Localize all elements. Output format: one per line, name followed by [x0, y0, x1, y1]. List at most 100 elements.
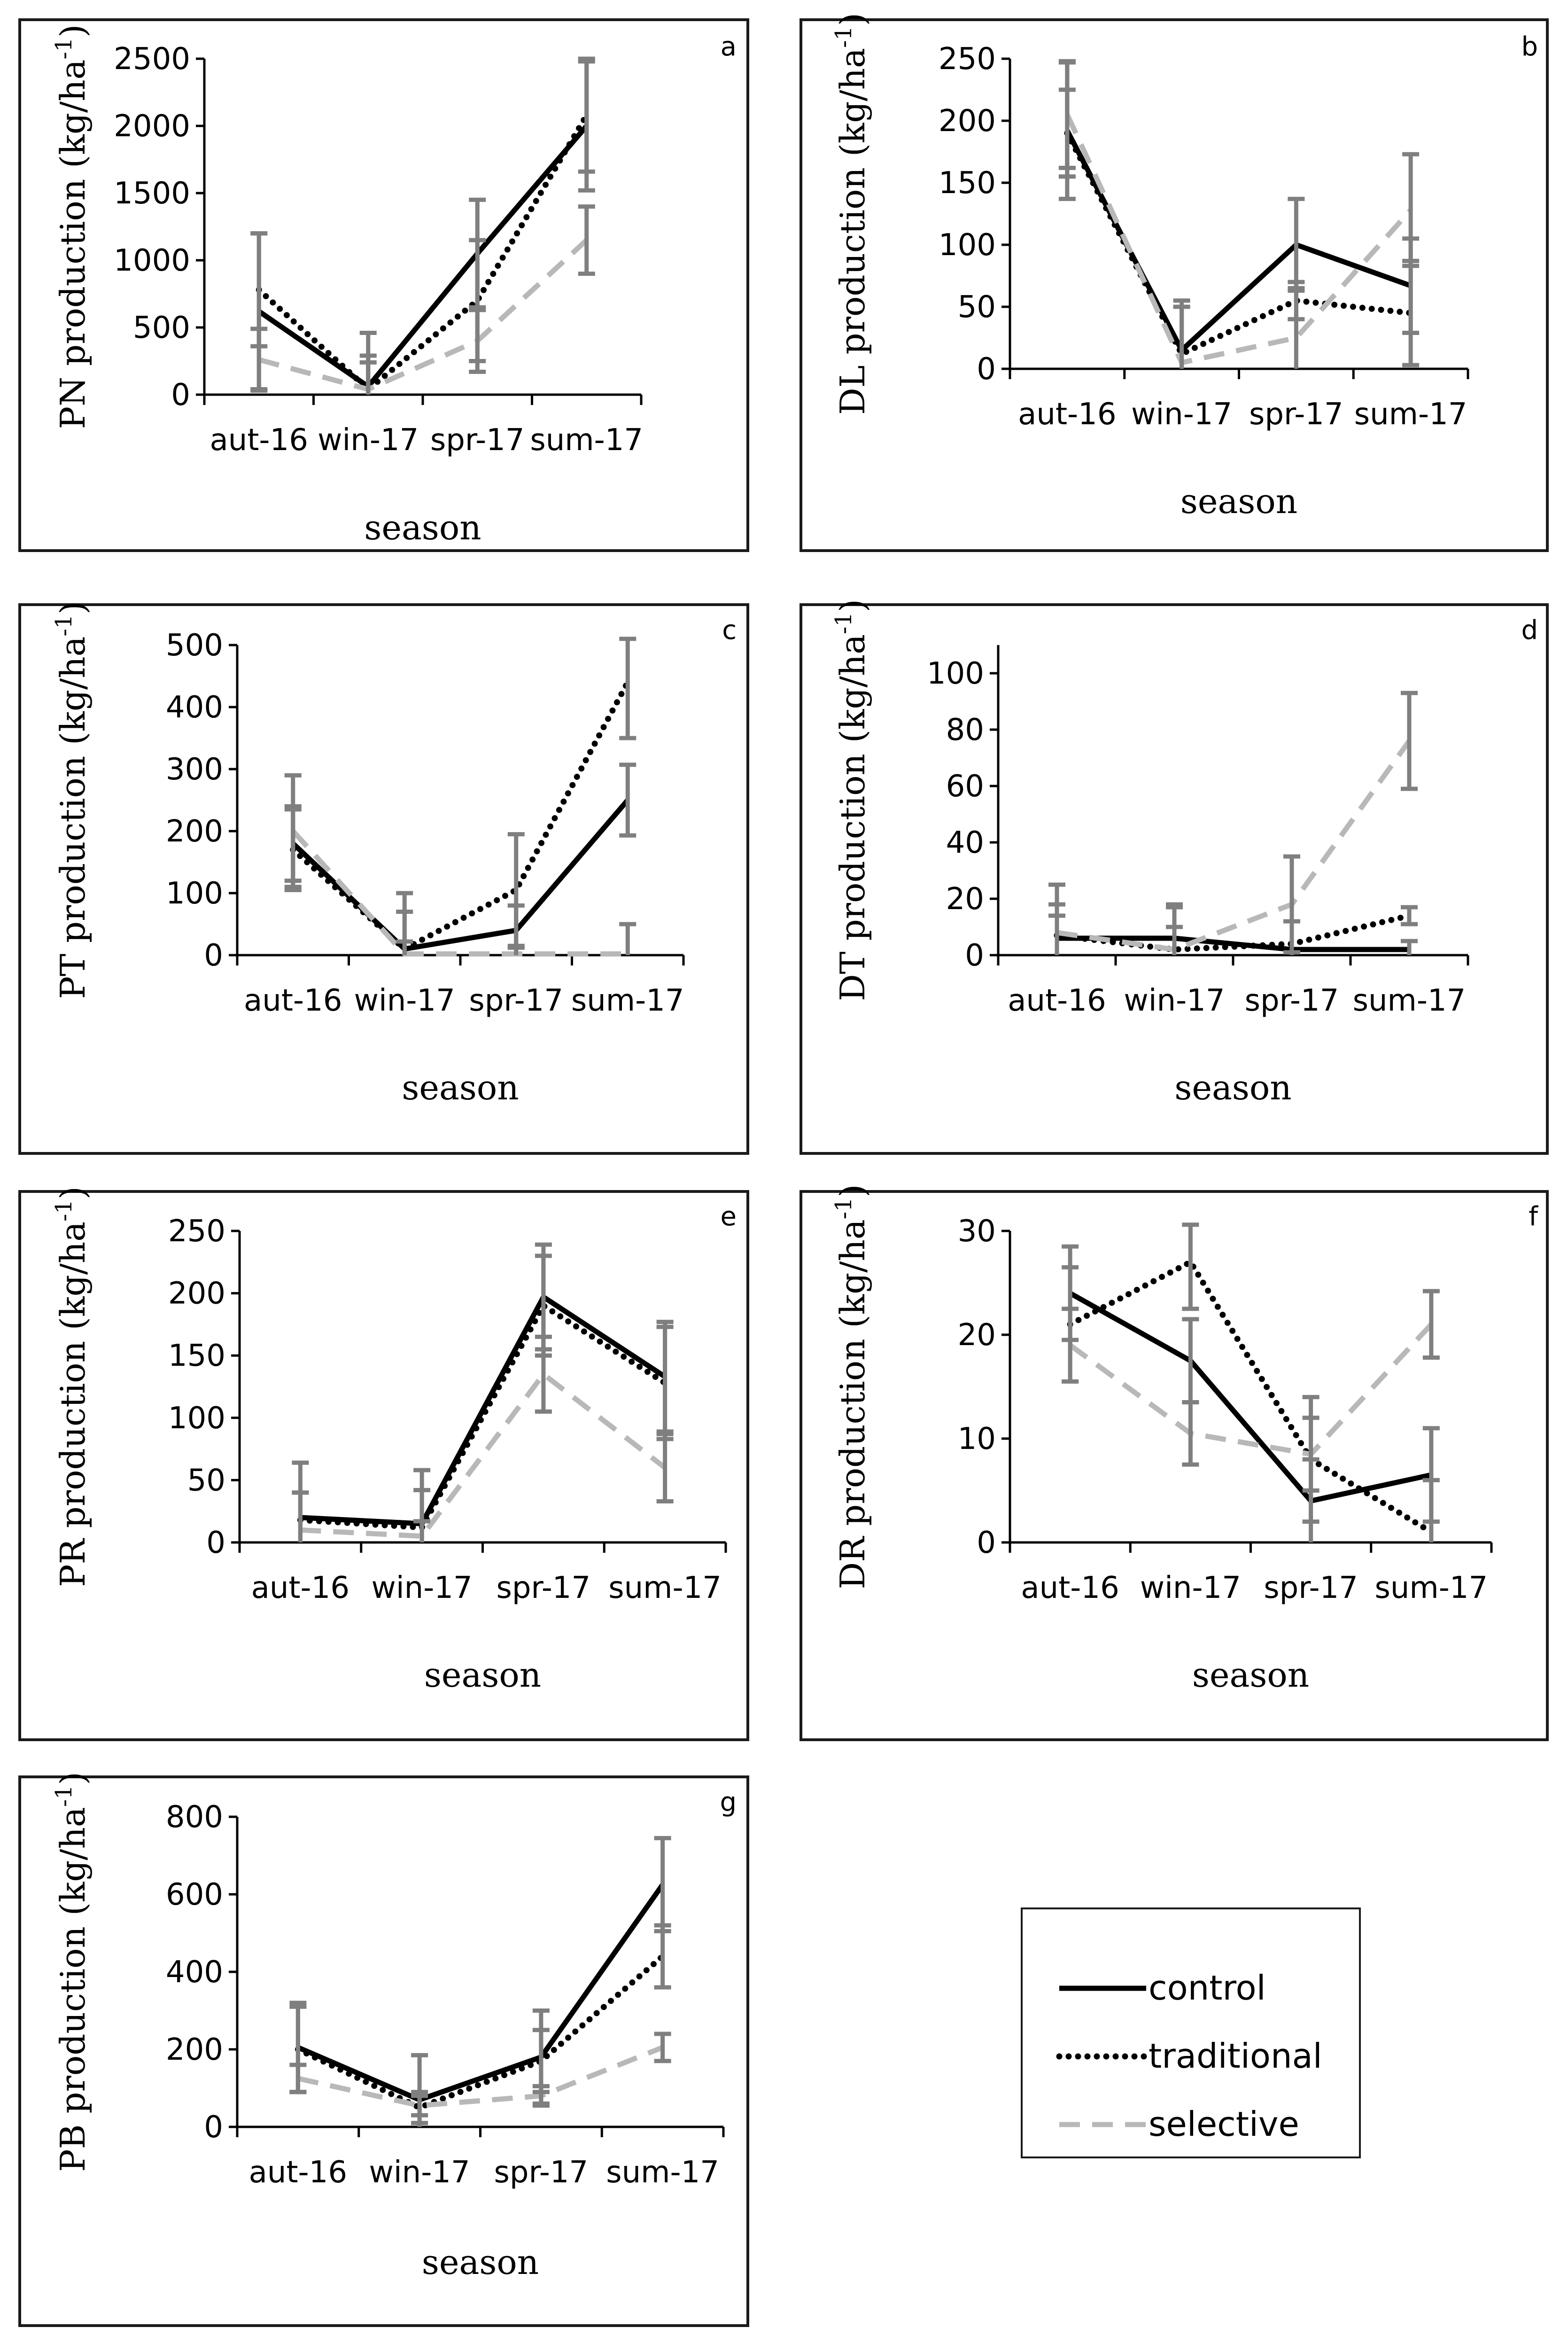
y-axis-title: PR production (kg/ha-1): [51, 1186, 93, 1587]
panel-f: 0 10 20 30 aut-16 win-17 spr-17 sum-17 season DR …: [800, 1184, 1549, 1741]
y-tick-label: 0: [977, 352, 996, 387]
panel-frame: [800, 1190, 1549, 1741]
x-tick-label: spr-17: [1245, 983, 1339, 1018]
y-tick-label: 100: [939, 228, 996, 263]
panel-frame: [18, 603, 749, 1155]
y-tick-label: 400: [166, 690, 223, 725]
panel-letter: f: [1529, 1201, 1538, 1232]
y-tick-label: 80: [946, 713, 984, 747]
panel-e: 0 50 100 150 200 250 aut-16 win-17 spr-17 sum-17 s…: [18, 1186, 749, 1741]
panel-b: 0 50 100 150 200 250 aut-16 win-17 spr-17 sum-17 s…: [800, 13, 1549, 552]
panel-letter: g: [720, 1787, 737, 1818]
y-axis-title: PT production (kg/ha-1): [51, 601, 93, 999]
y-tick-label: 0: [206, 1526, 225, 1560]
error-bar-control: [619, 763, 637, 838]
error-bar-selective: [535, 1334, 552, 1414]
y-tick-label: 500: [133, 311, 190, 345]
y-axis-title: DT production (kg/ha-1): [831, 599, 872, 1001]
error-bar-selective: [656, 1432, 674, 1503]
x-tick-label: sum-17: [571, 983, 684, 1018]
error-bar-selective: [578, 204, 595, 276]
error-bar-selective: [1182, 1400, 1199, 1467]
y-axis-title-close: ): [53, 1186, 93, 1199]
x-tick-label: sum-17: [1374, 1571, 1488, 1605]
error-bar-selective: [1288, 286, 1305, 369]
error-bar-selective: [532, 2084, 550, 2108]
y-axis-title-main: PR production (kg/ha: [53, 1222, 93, 1587]
x-tick-label: spr-17: [1264, 1571, 1358, 1605]
error-bar-traditional: [619, 637, 637, 740]
y-tick-label: 20: [958, 1318, 996, 1353]
panel-frame: [18, 18, 749, 552]
y-axis-title-close: ): [833, 13, 872, 26]
legend-label-selective: selective: [1149, 2104, 1299, 2144]
error-bar-selective: [359, 360, 377, 395]
x-axis-title: season: [1174, 1068, 1291, 1107]
x-tick-label: aut-16: [1008, 983, 1106, 1018]
x-tick-label: sum-17: [608, 1571, 722, 1605]
y-axis-title-main: DR production (kg/ha: [833, 1219, 872, 1589]
error-bar-selective: [1058, 59, 1076, 170]
x-tick-label: win-17: [1140, 1571, 1241, 1605]
y-axis-title-close: ): [53, 1772, 93, 1785]
x-tick-label: aut-16: [244, 983, 342, 1018]
panel-letter: c: [722, 615, 737, 646]
error-bar-selective: [284, 773, 302, 889]
x-tick-label: aut-16: [249, 2155, 347, 2190]
panel-frame: [800, 603, 1549, 1155]
panel-a: 0 500 1000 1500 2000 2500 aut-16 win-17 spr-17 su…: [18, 18, 749, 552]
y-tick-label: 0: [204, 938, 223, 973]
series-line-selective: [1068, 1323, 1433, 1457]
y-axis-title: PB production (kg/ha-1): [51, 1772, 93, 2172]
y-tick-label: 250: [168, 1214, 225, 1249]
y-axis-title-main: DT production (kg/ha: [833, 634, 872, 1001]
series-line-selective: [1056, 739, 1412, 952]
y-tick-label: 30: [958, 1214, 996, 1249]
y-tick-label: 50: [187, 1463, 225, 1498]
series-line-control: [297, 1883, 665, 2102]
error-bar-selective: [411, 2094, 428, 2117]
error-bar-selective: [396, 939, 413, 955]
x-tick-label: aut-16: [1018, 397, 1116, 432]
series-line-selective: [297, 2045, 664, 2109]
y-axis-title: DR production (kg/ha-1): [831, 1184, 872, 1589]
y-axis-title-superscript: -1: [51, 1785, 77, 1807]
panel-letter: e: [721, 1201, 737, 1232]
y-tick-label: 2500: [114, 42, 190, 77]
y-tick-label: 100: [168, 1401, 225, 1436]
y-axis-title-superscript: -1: [51, 38, 77, 60]
legend-label-control: control: [1149, 1968, 1266, 2008]
y-axis-title-close: ): [833, 1184, 872, 1197]
x-axis-title: season: [424, 1655, 541, 1695]
error-bar-selective: [654, 2032, 671, 2063]
x-axis-title: season: [422, 2242, 539, 2282]
series-line-selective: [300, 1371, 667, 1539]
y-axis-title-close: ): [53, 24, 93, 38]
error-bar-selective: [619, 922, 637, 955]
y-tick-label: 1000: [114, 243, 190, 278]
y-tick-label: 800: [166, 1800, 223, 1835]
y-tick-label: 40: [946, 825, 984, 860]
error-bar-selective: [1048, 902, 1065, 955]
series-line-selective: [258, 238, 589, 392]
legend-box: [1021, 1907, 1361, 2158]
y-tick-label: 300: [166, 752, 223, 787]
error-bar-selective: [1283, 854, 1300, 955]
legend: control traditional selective: [1021, 1907, 1361, 2158]
y-tick-label: 0: [204, 2110, 223, 2145]
y-tick-label: 200: [166, 814, 223, 849]
x-tick-label: win-17: [354, 983, 455, 1018]
series-line-traditional: [256, 112, 590, 393]
y-tick-label: 0: [171, 378, 190, 413]
y-axis-title-superscript: -1: [831, 26, 857, 48]
y-tick-label: 0: [977, 1526, 996, 1560]
series-line-control: [1057, 935, 1409, 952]
x-tick-label: win-17: [318, 423, 419, 458]
y-tick-label: 0: [965, 938, 984, 973]
x-tick-label: aut-16: [1021, 1571, 1119, 1605]
x-tick-label: sum-17: [1353, 983, 1466, 1018]
y-tick-label: 100: [927, 656, 984, 691]
panel-d: 0 20 40 60 80 100 aut-16 win-17 spr-17 sum-17 seas…: [800, 599, 1549, 1155]
y-axis-title-superscript: -1: [831, 1197, 857, 1219]
